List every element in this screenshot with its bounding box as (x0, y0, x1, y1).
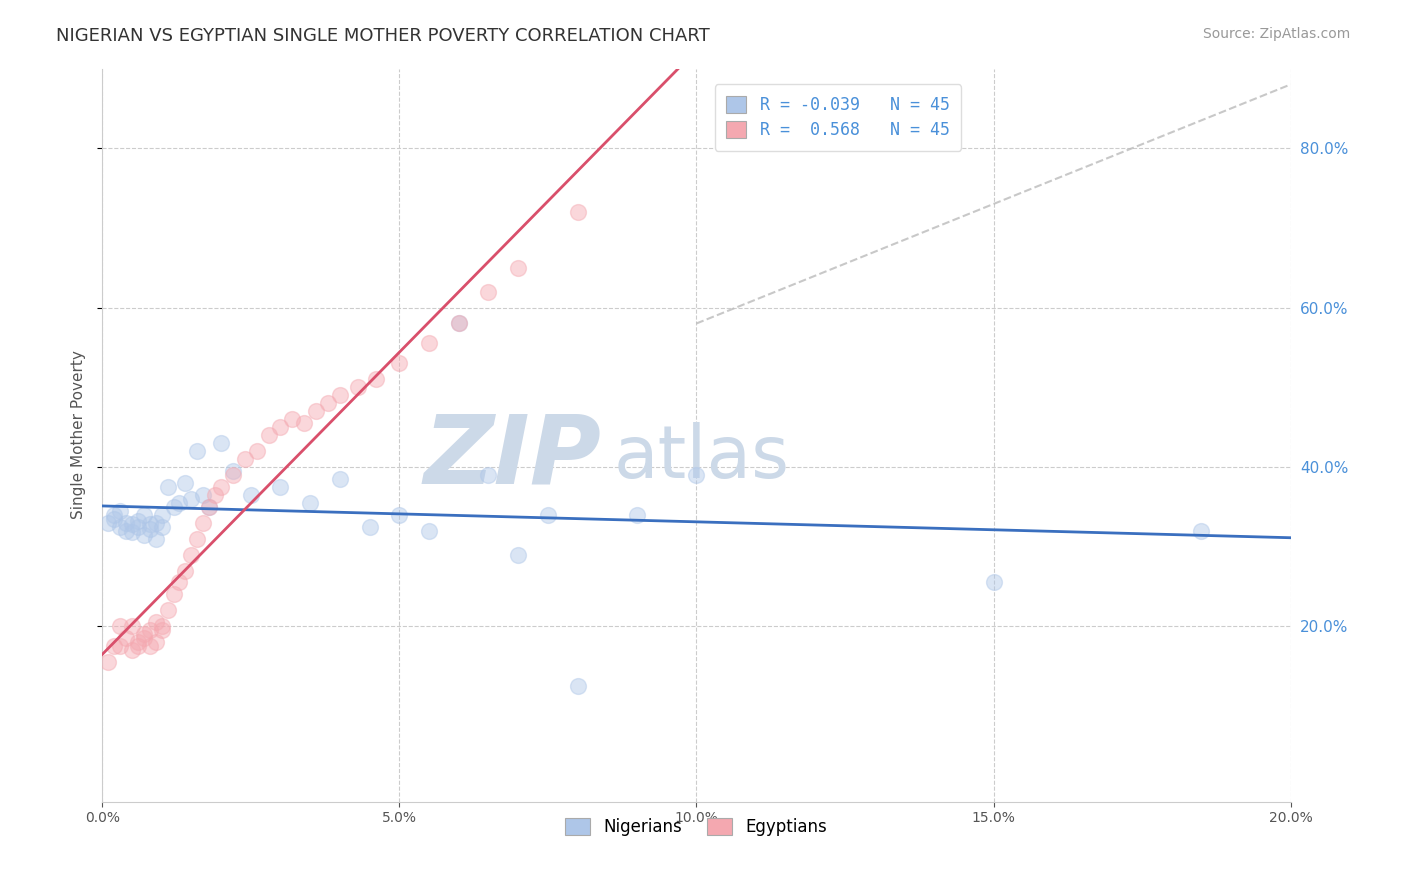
Point (162, 500, 184, 514)
Point (108, 639, 131, 653)
Point (346, 380, 368, 394)
Point (269, 480, 291, 494)
Point (97, 655, 120, 669)
Point (447, 317, 470, 331)
Point (198, 500, 221, 514)
Point (162, 587, 184, 601)
Point (145, 532, 167, 546)
Point (132, 527, 155, 541)
Legend: Nigerians, Egyptians: Nigerians, Egyptians (557, 810, 835, 845)
Point (169, 575, 191, 590)
Point (139, 522, 162, 536)
Point (257, 428, 280, 442)
Point (145, 516, 167, 530)
Point (132, 627, 155, 641)
Y-axis label: Single Mother Poverty: Single Mother Poverty (72, 351, 86, 519)
Point (447, 317, 470, 331)
Point (685, 467, 707, 482)
Point (508, 548, 530, 562)
Point (222, 464, 245, 478)
Point (127, 519, 149, 533)
Point (115, 524, 138, 538)
Point (626, 508, 648, 522)
Point (246, 444, 269, 458)
Point (108, 619, 131, 633)
Point (174, 475, 197, 490)
Point (186, 444, 208, 458)
Point (292, 416, 315, 430)
Point (132, 632, 155, 646)
Point (537, 508, 560, 522)
Point (150, 619, 173, 633)
Point (127, 514, 149, 528)
Point (156, 603, 179, 617)
Point (359, 519, 381, 533)
Point (121, 619, 143, 633)
Point (139, 624, 162, 638)
Point (477, 467, 499, 482)
Point (121, 525, 143, 540)
Point (305, 404, 328, 418)
Point (103, 639, 125, 653)
Point (169, 496, 191, 510)
Point (150, 508, 173, 522)
Point (222, 467, 245, 482)
Point (174, 564, 197, 578)
Point (209, 436, 232, 450)
Point (115, 632, 138, 646)
Point (180, 548, 202, 562)
Point (132, 508, 155, 522)
Point (193, 516, 215, 530)
Point (198, 500, 221, 514)
Text: atlas: atlas (613, 422, 789, 492)
Point (139, 639, 162, 653)
Point (209, 480, 232, 494)
Point (127, 639, 149, 653)
Point (103, 508, 125, 522)
Point (145, 635, 167, 649)
Point (388, 356, 411, 370)
Text: ZIP: ZIP (423, 410, 602, 504)
Point (477, 285, 499, 299)
Point (567, 679, 589, 693)
Point (508, 260, 530, 275)
Point (418, 524, 440, 538)
Point (364, 372, 387, 386)
Point (139, 517, 162, 532)
Point (233, 452, 256, 467)
Point (108, 504, 131, 518)
Point (299, 496, 322, 510)
Point (108, 519, 131, 533)
Point (156, 480, 179, 494)
Point (97, 516, 120, 530)
Point (329, 472, 352, 486)
Point (316, 396, 339, 410)
Text: Source: ZipAtlas.com: Source: ZipAtlas.com (1202, 27, 1350, 41)
Point (193, 488, 215, 502)
Point (239, 488, 262, 502)
Point (269, 420, 291, 434)
Point (186, 532, 208, 546)
Point (121, 643, 143, 657)
Point (1191, 524, 1213, 538)
Point (121, 517, 143, 532)
Point (150, 519, 173, 533)
Point (145, 615, 167, 630)
Point (204, 488, 226, 502)
Text: NIGERIAN VS EGYPTIAN SINGLE MOTHER POVERTY CORRELATION CHART: NIGERIAN VS EGYPTIAN SINGLE MOTHER POVER… (56, 27, 710, 45)
Point (127, 635, 149, 649)
Point (103, 512, 125, 526)
Point (281, 412, 304, 426)
Point (150, 624, 173, 638)
Point (388, 508, 411, 522)
Point (567, 205, 589, 219)
Point (329, 388, 352, 402)
Point (983, 575, 1005, 590)
Point (115, 516, 138, 530)
Point (418, 336, 440, 351)
Point (180, 491, 202, 506)
